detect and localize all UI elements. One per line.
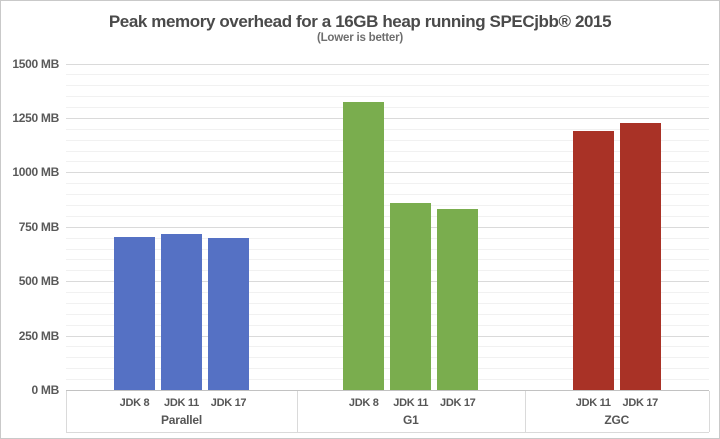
group-divider	[66, 391, 67, 432]
gridline-minor	[66, 313, 709, 315]
y-axis-tick-label: 1000 MB	[12, 165, 59, 180]
group-divider	[297, 391, 298, 432]
bar-label: JDK 17	[622, 396, 659, 409]
gridline-minor	[66, 248, 709, 250]
chart-subtitle: (Lower is better)	[316, 32, 404, 44]
gridline-minor	[66, 139, 709, 141]
gridline-major	[66, 281, 709, 283]
gridline-minor	[66, 237, 709, 239]
gridline-minor	[66, 292, 709, 294]
gridline-minor	[66, 161, 709, 163]
bar	[208, 237, 249, 390]
x-axis-line	[66, 390, 709, 391]
bar-label: JDK 17	[210, 396, 247, 409]
gridline-major	[66, 63, 709, 65]
gridline-major	[66, 226, 709, 228]
axis-box-bottom-line	[66, 432, 709, 433]
group-label: G1	[402, 413, 419, 427]
chart-title: Peak memory overhead for a 16GB heap run…	[108, 12, 612, 31]
bar	[161, 234, 202, 390]
gridline-minor	[66, 259, 709, 261]
y-axis-tick-label: 1250 MB	[12, 110, 59, 125]
bar	[343, 101, 385, 390]
gridline-minor	[66, 96, 709, 98]
bar-label: JDK 8	[119, 396, 150, 409]
bar	[437, 209, 479, 390]
gridline-minor	[66, 357, 709, 359]
gridline-minor	[66, 194, 709, 196]
gridline-minor	[66, 368, 709, 370]
gridline-minor	[66, 128, 709, 130]
bar-label: JDK 11	[575, 396, 611, 409]
gridline-minor	[66, 85, 709, 87]
y-axis-tick-label: 250 MB	[18, 328, 60, 343]
gridline-minor	[66, 204, 709, 206]
y-axis-tick-label: 750 MB	[18, 219, 60, 234]
gridline-minor	[66, 302, 709, 304]
bar-label: JDK 17	[440, 396, 476, 409]
gridline-minor	[66, 183, 709, 185]
group-label: Parallel	[160, 413, 203, 427]
bar	[619, 123, 661, 390]
y-axis-tick-label: 1500 MB	[12, 56, 59, 71]
bar-label: JDK 11	[393, 396, 429, 409]
group-label: ZGC	[604, 413, 630, 427]
bar-label: JDK 8	[348, 396, 379, 409]
gridline-major	[66, 172, 709, 174]
gridline-minor	[66, 324, 709, 326]
gridline-minor	[66, 270, 709, 272]
gridline-minor	[66, 107, 709, 109]
gridline-minor	[66, 74, 709, 76]
gridline-minor	[66, 150, 709, 152]
gridline-major	[66, 335, 709, 337]
bar	[390, 202, 432, 390]
group-divider	[709, 391, 710, 432]
bar	[114, 236, 155, 390]
group-divider	[524, 391, 526, 432]
gridline-minor	[66, 346, 709, 348]
bar	[572, 130, 614, 390]
y-axis-tick-label: 500 MB	[18, 274, 60, 289]
gridline-major	[66, 117, 709, 119]
y-axis-tick-label: 0 MB	[31, 383, 60, 397]
gridline-minor	[66, 215, 709, 217]
gridline-minor	[66, 379, 709, 381]
bar-label: JDK 11	[164, 396, 199, 409]
